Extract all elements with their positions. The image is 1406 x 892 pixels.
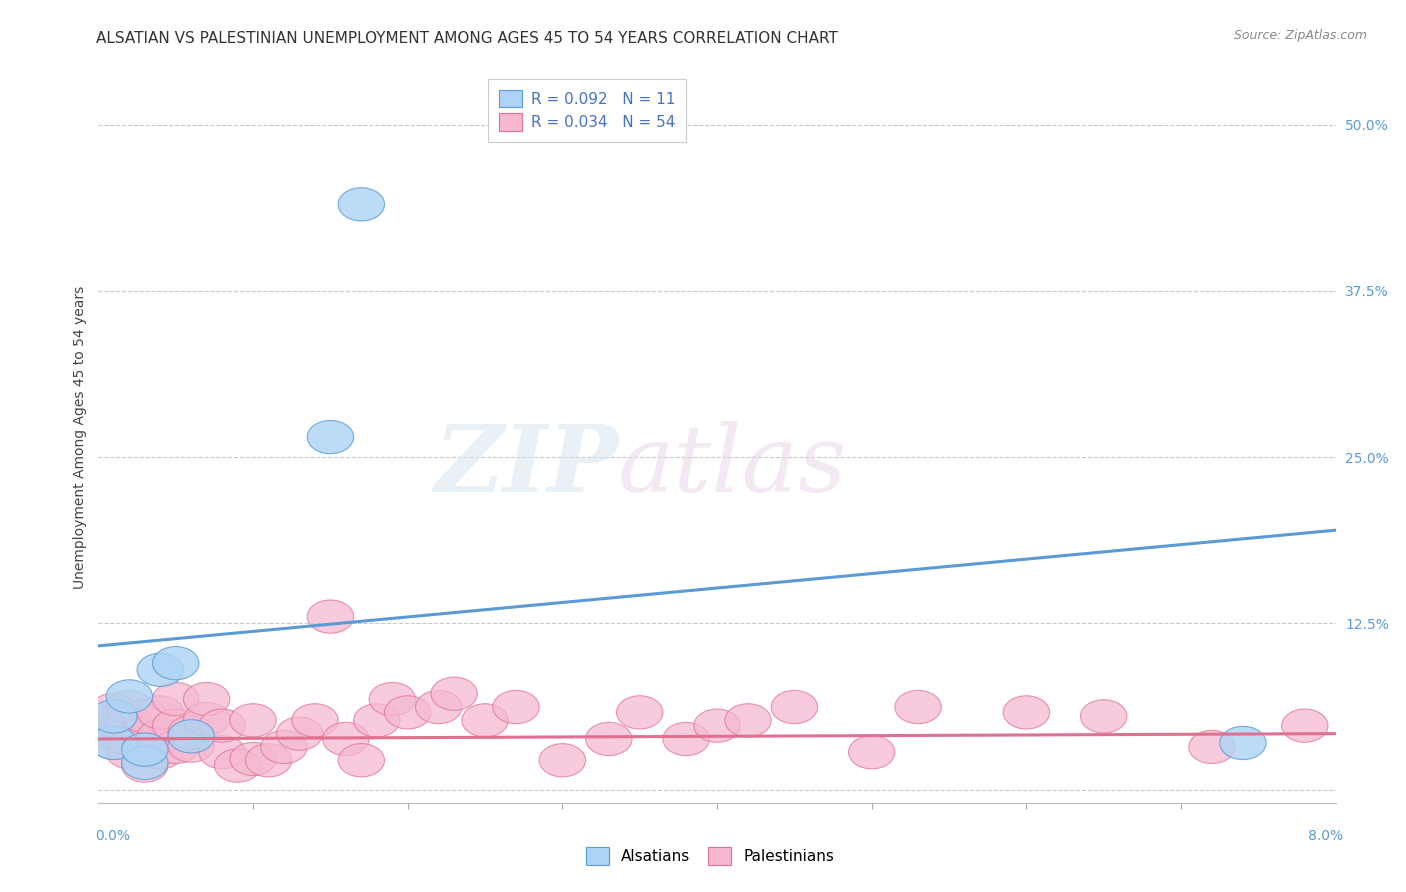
Text: 0.0%: 0.0% [96, 829, 131, 843]
Ellipse shape [231, 742, 276, 775]
Ellipse shape [122, 749, 169, 782]
Ellipse shape [122, 731, 169, 764]
Ellipse shape [91, 717, 138, 750]
Legend: R = 0.092   N = 11, R = 0.034   N = 54: R = 0.092 N = 11, R = 0.034 N = 54 [488, 79, 686, 142]
Ellipse shape [91, 726, 138, 760]
Ellipse shape [200, 709, 246, 742]
Ellipse shape [368, 682, 416, 715]
Ellipse shape [307, 420, 354, 454]
Ellipse shape [339, 744, 385, 777]
Ellipse shape [214, 749, 262, 782]
Ellipse shape [586, 723, 633, 756]
Ellipse shape [200, 736, 246, 769]
Ellipse shape [540, 744, 585, 777]
Ellipse shape [122, 699, 169, 733]
Ellipse shape [91, 699, 138, 733]
Ellipse shape [152, 709, 200, 742]
Ellipse shape [1189, 731, 1236, 764]
Text: ALSATIAN VS PALESTINIAN UNEMPLOYMENT AMONG AGES 45 TO 54 YEARS CORRELATION CHART: ALSATIAN VS PALESTINIAN UNEMPLOYMENT AMO… [96, 31, 838, 46]
Ellipse shape [183, 702, 231, 736]
Ellipse shape [1219, 726, 1267, 760]
Ellipse shape [138, 736, 184, 769]
Ellipse shape [138, 653, 184, 687]
Ellipse shape [262, 731, 308, 764]
Ellipse shape [91, 693, 138, 726]
Ellipse shape [323, 723, 370, 756]
Ellipse shape [107, 706, 153, 739]
Ellipse shape [849, 736, 896, 769]
Ellipse shape [307, 600, 354, 633]
Ellipse shape [122, 733, 169, 766]
Ellipse shape [152, 731, 200, 764]
Ellipse shape [492, 690, 538, 723]
Text: ZIP: ZIP [434, 421, 619, 511]
Ellipse shape [169, 729, 215, 763]
Ellipse shape [107, 723, 153, 756]
Ellipse shape [276, 717, 323, 750]
Ellipse shape [353, 704, 401, 737]
Ellipse shape [107, 690, 153, 723]
Ellipse shape [138, 696, 184, 729]
Ellipse shape [894, 690, 942, 723]
Ellipse shape [152, 682, 200, 715]
Ellipse shape [231, 704, 276, 737]
Ellipse shape [385, 696, 432, 729]
Ellipse shape [91, 726, 138, 760]
Ellipse shape [152, 647, 200, 680]
Ellipse shape [664, 723, 709, 756]
Ellipse shape [183, 682, 231, 715]
Ellipse shape [245, 744, 292, 777]
Ellipse shape [169, 720, 215, 753]
Y-axis label: Unemployment Among Ages 45 to 54 years: Unemployment Among Ages 45 to 54 years [73, 285, 87, 589]
Ellipse shape [91, 704, 138, 737]
Ellipse shape [169, 715, 215, 749]
Ellipse shape [416, 690, 461, 723]
Text: Source: ZipAtlas.com: Source: ZipAtlas.com [1233, 29, 1367, 42]
Ellipse shape [1080, 699, 1128, 733]
Text: atlas: atlas [619, 421, 848, 511]
Ellipse shape [617, 696, 664, 729]
Ellipse shape [463, 704, 509, 737]
Legend: Alsatians, Palestinians: Alsatians, Palestinians [579, 841, 841, 871]
Ellipse shape [339, 187, 385, 221]
Ellipse shape [138, 720, 184, 753]
Ellipse shape [725, 704, 770, 737]
Ellipse shape [432, 677, 478, 710]
Ellipse shape [695, 709, 740, 742]
Ellipse shape [1282, 709, 1329, 742]
Ellipse shape [122, 717, 169, 750]
Ellipse shape [107, 680, 153, 713]
Ellipse shape [1004, 696, 1049, 729]
Ellipse shape [107, 736, 153, 769]
Ellipse shape [122, 747, 169, 780]
Ellipse shape [772, 690, 818, 723]
Text: 8.0%: 8.0% [1308, 829, 1343, 843]
Ellipse shape [292, 704, 339, 737]
